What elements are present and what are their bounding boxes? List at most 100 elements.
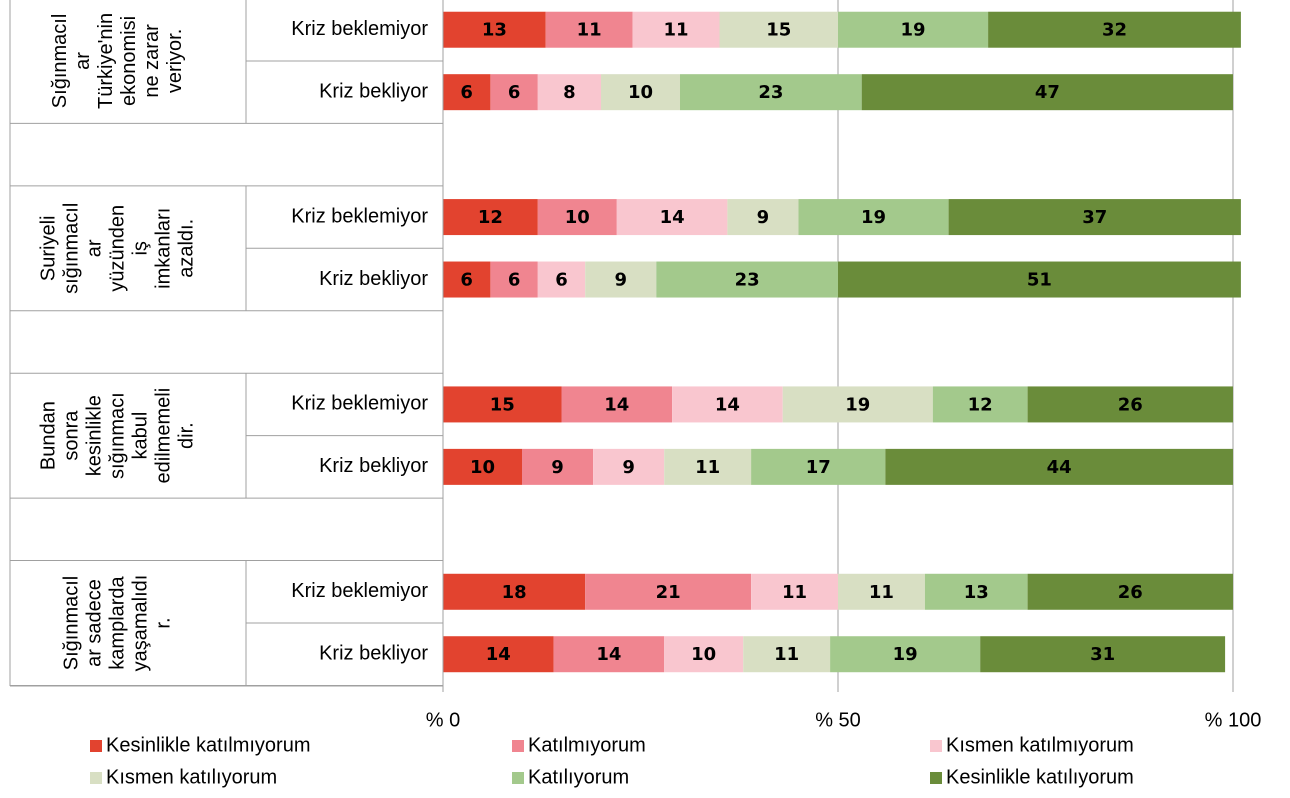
value-label: 37	[1082, 207, 1107, 228]
bar-segment	[664, 636, 744, 673]
legend-swatch	[930, 740, 942, 752]
bar-segment	[743, 636, 831, 673]
bar-segment	[680, 74, 862, 111]
bar-segment	[593, 448, 665, 485]
value-label: 13	[482, 20, 507, 41]
value-label: 9	[622, 457, 635, 478]
category-label: Kriz bekliyor	[319, 80, 428, 102]
value-label: 6	[508, 270, 521, 291]
value-label: 11	[782, 582, 807, 603]
value-label: 17	[806, 457, 831, 478]
value-label: 15	[766, 20, 791, 41]
category-label: Kriz beklemiyor	[291, 580, 428, 602]
bar-segment	[830, 636, 981, 673]
bar-segment	[632, 11, 720, 48]
group-label: ne zarar	[141, 24, 163, 98]
bar-segment	[782, 386, 933, 423]
group-label: iş	[129, 241, 151, 255]
value-label: 14	[486, 644, 511, 665]
group-label: imkanları	[152, 208, 174, 289]
value-label: 31	[1090, 644, 1115, 665]
value-label: 6	[460, 82, 473, 103]
value-label: 12	[968, 394, 993, 415]
group-label: Sığınmacıl	[60, 576, 82, 670]
x-tick-label: % 0	[426, 709, 460, 731]
value-label: 10	[691, 644, 716, 665]
value-label: 12	[478, 207, 503, 228]
bar-segment	[1027, 386, 1233, 423]
group-label: ar sadece	[83, 579, 105, 667]
legend-swatch	[930, 772, 942, 784]
bar-segment	[988, 11, 1241, 48]
group-label: sığınmacıl	[60, 203, 82, 294]
bar-segment	[751, 448, 886, 485]
bar-segment	[616, 199, 728, 236]
value-label: 14	[604, 394, 629, 415]
group-label: ekonomisi	[118, 16, 140, 106]
category-label: Kriz beklemiyor	[291, 18, 428, 40]
bar-segment	[751, 573, 838, 610]
value-label: 23	[735, 270, 760, 291]
legend-label: Kısmen katılıyorum	[106, 766, 277, 788]
bar-segment	[443, 573, 586, 610]
bar-segment	[601, 74, 680, 111]
bar-segment	[719, 11, 838, 48]
bar-segment	[537, 199, 617, 236]
bar-segment	[664, 448, 752, 485]
category-label: Kriz bekliyor	[319, 268, 428, 290]
value-label: 19	[861, 207, 886, 228]
value-label: 18	[502, 582, 527, 603]
group-label: Sığınmacıl	[49, 14, 71, 108]
legend-swatch	[90, 772, 102, 784]
bar-segment	[537, 74, 601, 111]
value-label: 11	[664, 20, 689, 41]
value-label: 21	[656, 582, 681, 603]
bar-segment	[980, 636, 1226, 673]
legend-swatch	[512, 772, 524, 784]
bar-segment	[585, 573, 752, 610]
group-label: r.	[152, 617, 174, 628]
value-label: 6	[460, 270, 473, 291]
value-label: 26	[1118, 582, 1143, 603]
value-label: 47	[1035, 82, 1060, 103]
bar-segment	[443, 386, 562, 423]
x-tick-label: % 100	[1205, 709, 1262, 731]
group-label: edilmemeli	[152, 388, 174, 484]
value-label: 9	[757, 207, 770, 228]
value-label: 11	[695, 457, 720, 478]
value-label: 10	[565, 207, 590, 228]
value-label: 23	[758, 82, 783, 103]
category-label: Kriz bekliyor	[319, 455, 428, 477]
bar-segment	[838, 261, 1241, 298]
legend-label: Katılıyorum	[528, 766, 629, 788]
category-label: Kriz bekliyor	[319, 643, 428, 665]
group-label: Suriyeli	[37, 216, 59, 282]
group-label: ar	[72, 52, 94, 70]
bar-segment	[561, 386, 673, 423]
value-label: 8	[563, 82, 576, 103]
value-label: 9	[551, 457, 564, 478]
group-label: yüzünden	[106, 205, 128, 292]
bar-segment	[885, 448, 1233, 485]
group-label: dir.	[175, 422, 197, 449]
legend-label: Katılmıyorum	[528, 734, 646, 756]
bar-segment	[443, 74, 491, 111]
value-label: 11	[869, 582, 894, 603]
value-label: 19	[893, 644, 918, 665]
value-label: 10	[470, 457, 495, 478]
bar-segment	[537, 261, 586, 298]
value-label: 32	[1102, 20, 1127, 41]
category-label: Kriz beklemiyor	[291, 393, 428, 415]
legend-swatch	[512, 740, 524, 752]
bar-segment	[443, 261, 491, 298]
value-label: 11	[774, 644, 799, 665]
bar-segment	[727, 199, 799, 236]
value-label: 6	[555, 270, 568, 291]
bar-segment	[948, 199, 1241, 236]
group-label: Bundan	[37, 401, 59, 470]
group-label: yaşamalıdı	[129, 575, 151, 672]
x-tick-label: % 50	[815, 709, 861, 731]
bar-segment	[585, 261, 657, 298]
value-label: 14	[660, 207, 685, 228]
